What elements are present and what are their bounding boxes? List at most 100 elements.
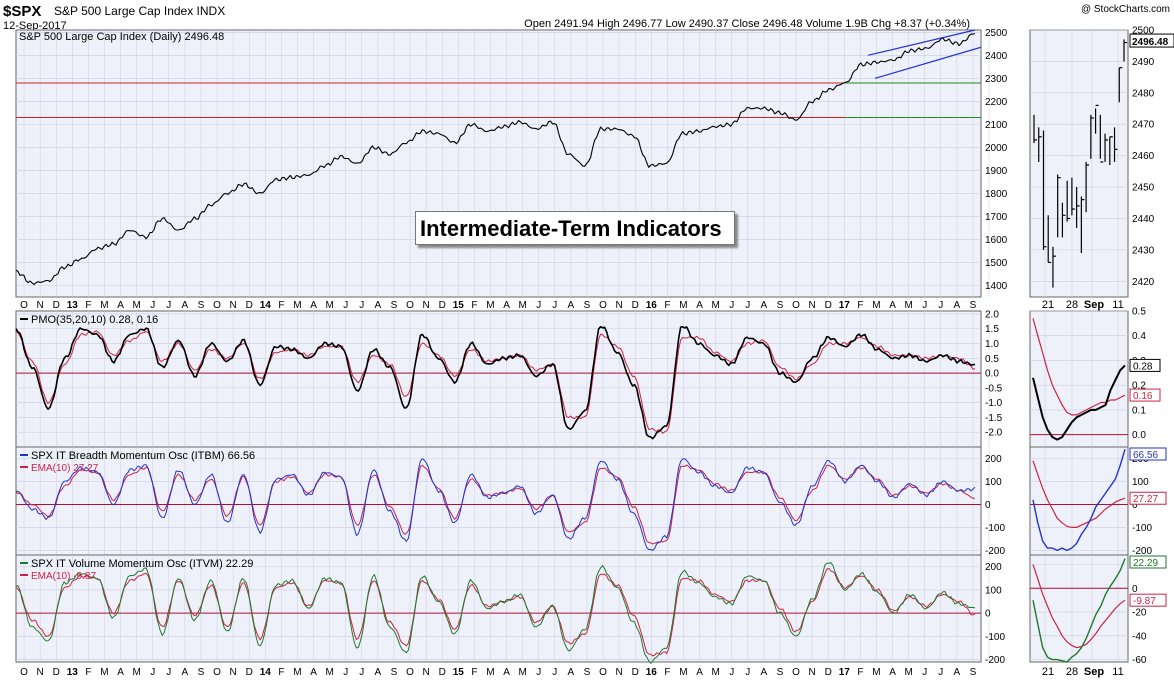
value-tag	[1129, 555, 1167, 569]
month-label: M	[132, 667, 140, 678]
y-tick-label: -0.5	[985, 383, 1003, 394]
month-label: A	[889, 667, 896, 678]
month-label: N	[37, 667, 44, 678]
zoom-y-tick-label: 2490	[1132, 57, 1155, 68]
zoom-osc-bg	[1029, 310, 1129, 448]
zoom-y-tick-label: -20	[1132, 608, 1147, 619]
panel-bg-itbm	[15, 446, 982, 556]
y-tick-label: 100	[985, 585, 1002, 596]
month-label: 13	[67, 667, 79, 678]
y-tick-label: 1900	[985, 166, 1008, 177]
month-label: M	[872, 667, 880, 678]
main-panels: S&P 500 Large Cap Index (Daily) 2496.48 P…	[15, 29, 990, 664]
y-tick-label: 0.5	[985, 354, 999, 365]
month-label: A	[568, 667, 575, 678]
month-label: J	[166, 300, 171, 311]
zoom-x-label: 21	[1042, 299, 1054, 311]
month-label: A	[310, 667, 317, 678]
month-label: A	[117, 300, 124, 311]
y-tick-label: 2500	[985, 28, 1008, 39]
month-label: N	[230, 300, 237, 311]
panel-bg-pmo	[15, 310, 982, 448]
zoom-oscillator-line	[1032, 364, 1126, 441]
month-label: 17	[839, 667, 851, 678]
value-tag-text: 22.29	[1133, 558, 1158, 569]
month-label: F	[857, 300, 863, 311]
y-tick-label: 200	[985, 454, 1002, 465]
y-tick-label: 2000	[985, 143, 1008, 154]
zoom-x-label: Sep	[1084, 666, 1104, 678]
month-label: D	[439, 667, 446, 678]
y-tick-label: 2200	[985, 97, 1008, 108]
zoom-y-tick-label: 2420	[1132, 277, 1155, 288]
y-tick-label: 1.0	[985, 339, 999, 350]
month-label: N	[37, 300, 44, 311]
month-label: O	[213, 667, 221, 678]
month-label: D	[825, 300, 832, 311]
month-label: O	[792, 667, 800, 678]
month-label: J	[343, 300, 348, 311]
channel-upper	[867, 29, 976, 56]
value-tag	[1129, 358, 1161, 372]
month-label: M	[872, 300, 880, 311]
month-label: A	[889, 300, 896, 311]
zoom-y-tick-label: 100	[1132, 477, 1149, 488]
month-label: N	[423, 300, 430, 311]
value-tag	[1129, 491, 1167, 505]
month-label: S	[777, 300, 784, 311]
chart-date: 12-Sep-2017	[3, 20, 67, 32]
oscillator-line	[15, 325, 976, 440]
month-label: M	[325, 667, 333, 678]
month-label: O	[792, 300, 800, 311]
y-tick-label: 2300	[985, 74, 1008, 85]
month-label: J	[729, 667, 734, 678]
annotation-box: Intermediate-Term Indicators	[415, 211, 735, 245]
month-label: O	[20, 300, 28, 311]
month-label: J	[552, 300, 557, 311]
month-label: S	[970, 300, 977, 311]
value-tag-text: 2496.48	[1132, 37, 1169, 48]
legend-text: PMO(35,20,10) 0.28, 0.16	[31, 314, 158, 326]
y-tick-label: 0	[985, 609, 991, 620]
zoom-signal-line	[1032, 564, 1126, 649]
month-label: A	[761, 667, 768, 678]
y-tick-label: 200	[985, 562, 1002, 573]
month-label: J	[729, 300, 734, 311]
legend-text: SPX IT Breadth Momentum Osc (ITBM) 66.56	[31, 450, 255, 462]
zoom-x-label: 11	[1112, 299, 1123, 311]
zoom-x-label: 28	[1066, 299, 1078, 311]
month-label: 17	[839, 300, 851, 311]
zoom-y-tick-label: 0.4	[1132, 331, 1146, 342]
month-label: A	[696, 667, 703, 678]
zoom-x-label: 11	[1112, 666, 1123, 678]
month-label: 14	[260, 667, 272, 678]
zoom-y-tick-label: -100	[1132, 523, 1152, 534]
month-label: A	[182, 300, 189, 311]
y-tick-label: 1500	[985, 258, 1008, 269]
month-label: A	[954, 300, 961, 311]
month-label: M	[100, 667, 108, 678]
zoom-price-bg	[1029, 29, 1129, 298]
zoom-y-tick-label: 0.2	[1132, 381, 1146, 392]
month-label: M	[904, 300, 912, 311]
month-label: A	[375, 667, 382, 678]
month-label: J	[536, 667, 541, 678]
month-label: J	[166, 667, 171, 678]
y-tick-label: 1600	[985, 235, 1008, 246]
month-label: M	[486, 300, 494, 311]
month-label: A	[696, 300, 703, 311]
value-tag-text: -9.87	[1133, 596, 1156, 607]
zoom-y-tick-label: 2450	[1132, 183, 1155, 194]
month-label: M	[711, 300, 719, 311]
month-label: J	[343, 667, 348, 678]
month-label: M	[293, 300, 301, 311]
value-tag	[1129, 447, 1167, 461]
y-tick-label: 2100	[985, 120, 1008, 131]
axes-labels: 1400150016001700180019002000210022002300…	[20, 26, 1174, 678]
zoom-y-tick-label: 2480	[1132, 88, 1155, 99]
month-label: S	[391, 667, 398, 678]
month-label: N	[809, 667, 816, 678]
y-tick-label: -100	[985, 632, 1005, 643]
panel-bg-price	[15, 29, 982, 298]
